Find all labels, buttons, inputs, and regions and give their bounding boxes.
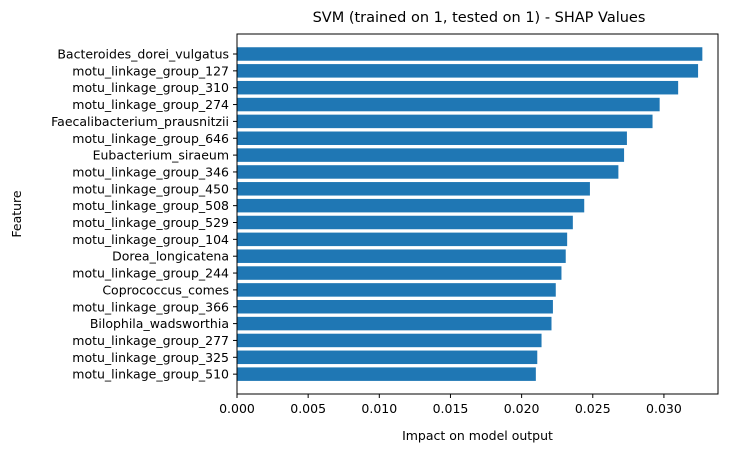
y-tick-label: motu_linkage_group_104 [72, 232, 229, 247]
y-tick-label: motu_linkage_group_508 [72, 198, 229, 213]
bar-motu_linkage_group_325 [237, 350, 538, 365]
y-tick-label: motu_linkage_group_510 [72, 367, 229, 382]
x-tick-label: 0.020 [504, 401, 540, 416]
y-tick-label: motu_linkage_group_450 [72, 181, 229, 196]
x-tick-label: 0.015 [433, 401, 469, 416]
bar-motu_linkage_group_450 [237, 182, 590, 196]
x-tick-label: 0.030 [646, 401, 682, 416]
bar-motu_linkage_group_274 [237, 97, 660, 112]
bar-motu_linkage_group_366 [237, 300, 553, 314]
y-tick-labels: Bacteroides_dorei_vulgatusmotu_linkage_g… [51, 47, 237, 382]
y-axis-label: Feature [9, 190, 24, 238]
bar-motu_linkage_group_277 [237, 333, 542, 348]
plot-frame [236, 33, 719, 395]
bar-motu_linkage_group_529 [237, 215, 573, 230]
bar-motu_linkage_group_104 [237, 232, 568, 247]
x-tick-labels: 0.000 0.005 0.010 0.015 0.020 0.025 0.030 [219, 394, 682, 416]
y-tick-label: motu_linkage_group_346 [72, 164, 229, 179]
bar-Bilophila_wadsworthia [237, 316, 552, 331]
bar-motu_linkage_group_244 [237, 266, 562, 280]
y-tick-label: Dorea_longicatena [112, 249, 229, 264]
y-tick-label: Coprococcus_comes [102, 282, 229, 297]
x-axis-label: Impact on model output [402, 428, 553, 443]
y-tick-label: motu_linkage_group_529 [72, 215, 229, 230]
x-tick-label: 0.000 [219, 401, 255, 416]
y-tick-label: motu_linkage_group_646 [72, 131, 229, 146]
x-tick-label: 0.025 [575, 401, 611, 416]
bar-motu_linkage_group_127 [237, 64, 699, 78]
bar-Bacteroides_dorei_vulgatus [237, 47, 703, 61]
bar-motu_linkage_group_346 [237, 165, 619, 179]
y-tick-label: motu_linkage_group_325 [72, 350, 229, 365]
bar-motu_linkage_group_646 [237, 131, 627, 145]
bar-Dorea_longicatena [237, 249, 566, 263]
bar-Eubacterium_siraeum [237, 148, 625, 162]
x-tick-label: 0.010 [361, 401, 397, 416]
chart-title: SVM (trained on 1, tested on 1) - SHAP V… [313, 10, 646, 26]
bar-Faecalibacterium_prausnitzii [237, 114, 653, 129]
y-tick-label: motu_linkage_group_310 [72, 80, 229, 95]
bar-motu_linkage_group_510 [237, 367, 536, 381]
y-tick-label: motu_linkage_group_127 [72, 63, 229, 78]
bar-motu_linkage_group_508 [237, 198, 585, 213]
y-tick-label: motu_linkage_group_366 [72, 299, 229, 314]
y-tick-label: Bacteroides_dorei_vulgatus [57, 47, 229, 62]
y-tick-label: Faecalibacterium_prausnitzii [51, 114, 229, 129]
x-tick-label: 0.005 [290, 401, 326, 416]
y-tick-label: Eubacterium_siraeum [93, 148, 229, 163]
bar-Coprococcus_comes [237, 283, 556, 297]
y-tick-label: Bilophila_wadsworthia [90, 316, 229, 331]
y-tick-label: motu_linkage_group_274 [72, 97, 229, 112]
y-tick-label: motu_linkage_group_277 [72, 333, 229, 348]
bar-group [237, 47, 703, 381]
y-tick-label: motu_linkage_group_244 [72, 266, 229, 281]
bar-motu_linkage_group_310 [237, 80, 679, 95]
